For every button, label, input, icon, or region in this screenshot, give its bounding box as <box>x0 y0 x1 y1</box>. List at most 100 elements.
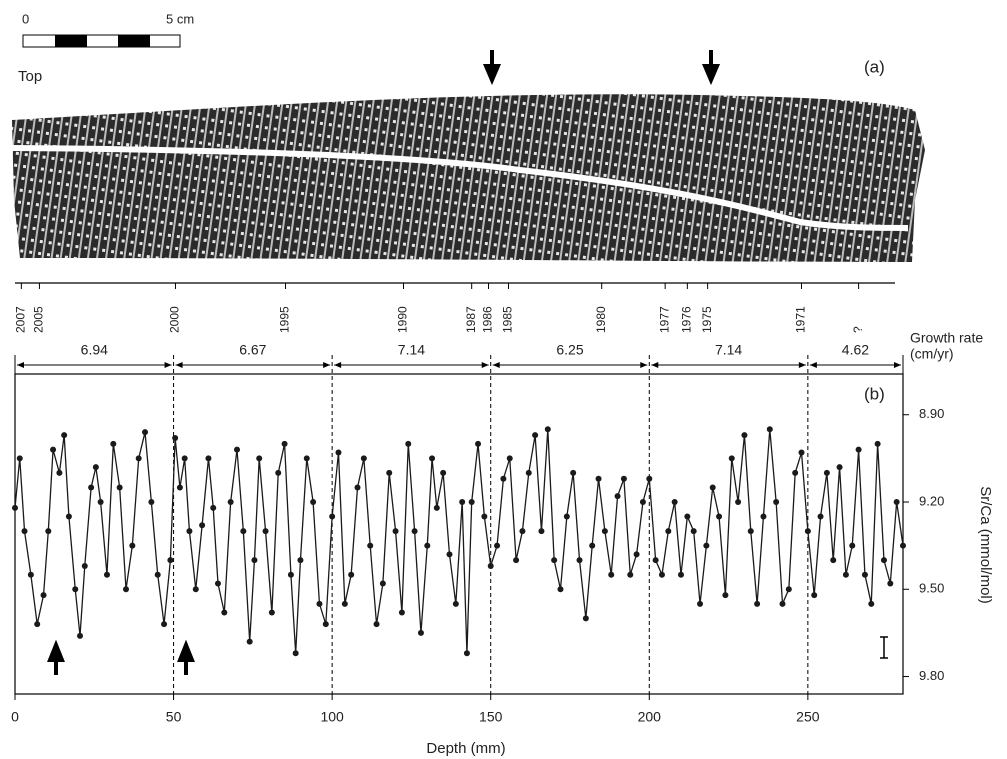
data-point <box>361 455 367 461</box>
data-point <box>659 572 665 578</box>
data-point <box>627 572 633 578</box>
data-point <box>551 557 557 563</box>
year-label: 1975 <box>700 306 714 333</box>
data-point <box>526 470 532 476</box>
data-point <box>104 572 110 578</box>
data-point <box>446 551 452 557</box>
data-point <box>316 601 322 607</box>
data-point <box>193 586 199 592</box>
year-label: 2000 <box>168 306 182 333</box>
year-label: 1987 <box>464 306 478 333</box>
data-point <box>215 580 221 586</box>
page: body { margin: 0; background: #fff; font… <box>0 0 1007 759</box>
data-point <box>875 441 881 447</box>
data-point <box>129 543 135 549</box>
data-point <box>481 514 487 520</box>
x-tick-label: 200 <box>638 709 662 725</box>
data-point <box>123 586 129 592</box>
data-point <box>507 455 513 461</box>
data-point <box>634 551 640 557</box>
data-point <box>837 464 843 470</box>
data-point <box>868 601 874 607</box>
year-label: 1995 <box>278 306 292 333</box>
data-point <box>653 557 659 563</box>
data-point <box>640 499 646 505</box>
x-tick-label: 0 <box>11 709 19 725</box>
data-point <box>329 514 335 520</box>
data-point <box>900 543 906 549</box>
data-point <box>602 528 608 534</box>
data-point <box>45 528 51 534</box>
data-point <box>887 580 893 586</box>
scale-box <box>23 35 180 47</box>
data-point <box>247 639 253 645</box>
data-point <box>589 543 595 549</box>
data-point <box>93 464 99 470</box>
data-point <box>799 450 805 456</box>
data-point <box>386 470 392 476</box>
data-point <box>367 543 373 549</box>
data-point <box>161 621 167 627</box>
growth-rate: 7.14 <box>715 342 742 358</box>
data-point <box>393 528 399 534</box>
arrow <box>705 50 717 80</box>
figure: 0 5 cm Top (a) (b) Depth (mm) Sr/Ca (mmo… <box>0 0 1007 759</box>
data-point <box>494 543 500 549</box>
data-point <box>205 455 211 461</box>
data-point <box>722 592 728 598</box>
year-label: 1977 <box>657 306 671 333</box>
data-point <box>805 528 811 534</box>
panel-b-label: (b) <box>864 384 885 403</box>
data-point <box>440 470 446 476</box>
arrow <box>486 50 498 80</box>
series-line <box>15 429 903 653</box>
data-point <box>412 528 418 534</box>
coral-slab <box>12 94 925 262</box>
data-point <box>66 514 72 520</box>
x-tick-label: 100 <box>320 709 344 725</box>
data-point <box>545 426 551 432</box>
data-point <box>773 499 779 505</box>
data-point <box>72 586 78 592</box>
data-point <box>256 455 262 461</box>
data-point <box>786 586 792 592</box>
data-point <box>532 432 538 438</box>
data-point <box>519 528 525 534</box>
data-point <box>500 476 506 482</box>
arrow <box>50 645 62 675</box>
data-point <box>28 572 34 578</box>
x-tick-label: 50 <box>166 709 182 725</box>
y-axis-title: Sr/Ca (mmol/mol) <box>977 486 994 604</box>
data-point <box>475 441 481 447</box>
data-point <box>186 528 192 534</box>
data-point <box>275 470 281 476</box>
data-point <box>297 557 303 563</box>
data-point <box>741 432 747 438</box>
data-point <box>691 528 697 534</box>
data-point <box>862 572 868 578</box>
growth-rate: 4.62 <box>842 342 869 358</box>
data-point <box>849 543 855 549</box>
data-point <box>110 441 116 447</box>
data-point <box>646 476 652 482</box>
data-point <box>405 441 411 447</box>
growth-rate: 6.67 <box>239 342 266 358</box>
y-tick-label: 9.20 <box>919 493 944 508</box>
data-point <box>41 592 47 598</box>
growth-rate: 7.14 <box>398 342 425 358</box>
data-point <box>251 557 257 563</box>
data-point <box>22 528 28 534</box>
data-point <box>167 557 173 563</box>
data-point <box>177 484 183 490</box>
data-point <box>615 493 621 499</box>
year-label: 1986 <box>481 306 495 333</box>
data-point <box>82 563 88 569</box>
growth-rate-label: (cm/yr) <box>910 346 954 362</box>
scale-segment <box>118 35 150 47</box>
data-point <box>335 450 341 456</box>
data-point <box>172 435 178 441</box>
data-point <box>703 543 709 549</box>
data-point <box>155 572 161 578</box>
scale-end: 5 cm <box>166 11 194 26</box>
data-point <box>488 563 494 569</box>
